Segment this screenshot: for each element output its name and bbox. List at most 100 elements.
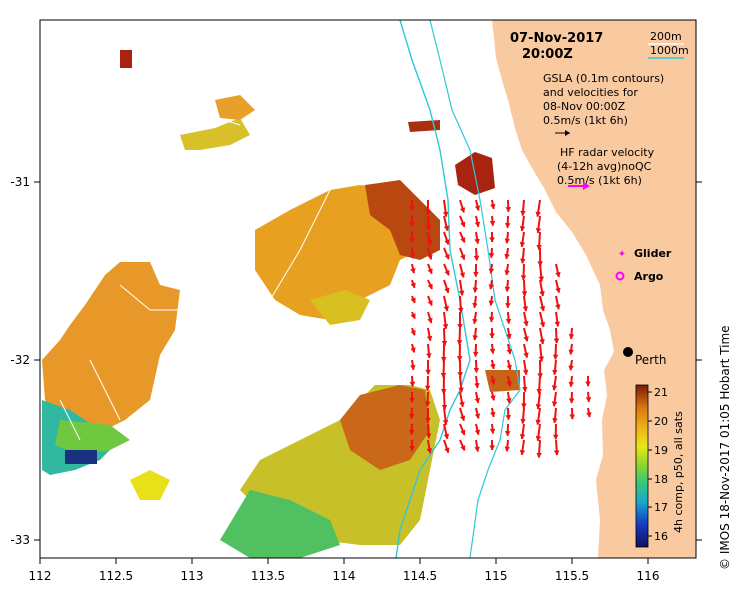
hf-vector-head [443, 225, 450, 232]
hf-vector-head [426, 335, 433, 342]
isobath-1000m-inner [429, 20, 521, 558]
hf-vector-head [535, 227, 542, 234]
hf-vector-head [460, 429, 466, 436]
credit-text: © IMOS 18-Nov-2017 01:05 Hobart Time [718, 325, 732, 570]
hf-vector-head [444, 253, 450, 260]
hf-vector-head [440, 389, 447, 395]
hf-radar-vectors [408, 199, 592, 459]
x-tick-label: 112.5 [99, 569, 133, 583]
gsla-legend-line: and velocities for [543, 86, 638, 99]
gsla-legend-line: GSLA (0.1m contours) [543, 72, 664, 85]
hf-vector-head [442, 323, 449, 330]
hf-vector-head [506, 333, 512, 340]
hf-vector-head [505, 415, 512, 421]
hf-vector-head [539, 321, 546, 328]
colorbar-tick: 16 [654, 530, 668, 543]
hf-vector-head [444, 239, 450, 245]
hf-vector-head [506, 364, 512, 371]
hf-vector-head [569, 414, 576, 420]
hf-vector-head [458, 290, 465, 297]
perth-label: Perth [635, 353, 666, 367]
y-tick-label: -32 [10, 353, 30, 367]
hf-vector-head [520, 210, 526, 217]
x-tick-label: 115.5 [555, 569, 589, 583]
hf-vector-head [460, 221, 466, 228]
sst-patch-north-warm2 [408, 120, 440, 132]
hf-vector-head [504, 446, 511, 452]
hf-vector-head [409, 381, 416, 388]
sst-patch-west-green [55, 420, 130, 455]
hf-vector-head [441, 404, 448, 411]
isobath-200m [59, 117, 331, 441]
hf-vector-head [521, 291, 528, 297]
sst-patch-east-warm [485, 370, 520, 392]
x-tick-label: 112 [29, 569, 52, 583]
plot-frame [39, 19, 697, 559]
hf-vector-head [585, 397, 592, 403]
hf-vector-head [456, 356, 463, 362]
hf-vector-head [519, 241, 526, 248]
x-axis: 112 112.5 113 113.5 114 114.5 115 115.5 … [29, 558, 659, 583]
hf-vector-head [457, 324, 463, 330]
hf-vector-head [474, 397, 481, 404]
hf-vector-head [427, 254, 433, 260]
colorbar: 21 20 19 18 17 16 4h comp, p50, all sats [635, 384, 685, 548]
hf-vector-head [427, 268, 433, 275]
hf-vector-head [472, 351, 479, 358]
hf-legend-line: 0.5m/s (1kt 6h) [557, 174, 642, 187]
hf-vector-head [474, 413, 481, 420]
colorbar-tick: 17 [654, 501, 668, 514]
hf-vector-head [410, 297, 416, 304]
hf-vector-head [460, 237, 466, 243]
hf-vector-head [488, 268, 495, 274]
hf-vector-head [444, 269, 450, 276]
hf-vector-head [536, 244, 542, 251]
hf-vector-head [535, 403, 542, 410]
hf-vector-head [523, 320, 529, 327]
hf-vector-head [553, 338, 560, 344]
hf-vector-head [536, 452, 542, 459]
sst-patch-warm-core [365, 180, 440, 260]
hf-vector-head [519, 258, 526, 264]
map-date: 07-Nov-2017 [510, 31, 603, 46]
hf-vector-head [586, 412, 592, 418]
hf-vector-head [490, 203, 496, 210]
hf-legend-line: HF radar velocity [560, 146, 655, 159]
sst-patch-south-green [220, 490, 340, 558]
hf-vector-head [459, 401, 465, 408]
hf-vector-head [489, 348, 496, 355]
hf-vector-head [474, 429, 481, 436]
sst-field [42, 50, 520, 558]
hf-vector-head [538, 276, 545, 282]
marker-legend: ✦ Glider Argo [615, 247, 672, 283]
hf-vector-head [489, 333, 495, 339]
hf-vector-head [425, 225, 432, 231]
x-tick-label: 114.5 [403, 569, 437, 583]
hf-vector-head [552, 354, 559, 360]
hf-vector-head [504, 223, 511, 229]
hf-vector-head [427, 283, 433, 290]
hf-vector-head [457, 307, 464, 314]
hf-vector-head [425, 209, 431, 216]
hf-vector-head [568, 349, 574, 356]
hf-vector-head [409, 397, 415, 404]
sst-patch-dark2 [65, 450, 97, 464]
sst-patch-south-warm [340, 385, 430, 470]
hf-vector-head [490, 395, 496, 401]
hf-vector-head [489, 428, 496, 435]
hf-vector-head [426, 239, 433, 246]
hf-vector-head [519, 449, 526, 456]
hf-vector-head [539, 305, 546, 312]
hf-vector-head [522, 369, 529, 376]
hf-vector-head [522, 306, 529, 312]
hf-vector-head [426, 448, 433, 454]
isobath-legend-200m: 200m [650, 30, 682, 43]
hf-vector-head [585, 381, 591, 387]
hf-vector-head [472, 287, 479, 293]
y-axis: -31 -32 -33 [10, 175, 702, 547]
hf-vector-head [523, 352, 529, 359]
hf-vector-head [440, 357, 447, 363]
map-time: 20:00Z [522, 47, 573, 62]
hf-vector-head [460, 445, 466, 451]
hf-vector-head [457, 372, 464, 378]
